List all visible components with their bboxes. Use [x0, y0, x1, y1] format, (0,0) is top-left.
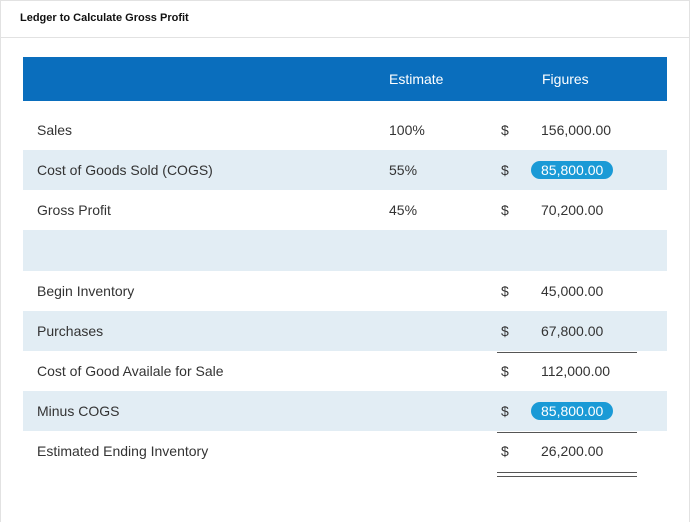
row-label: Cost of Good Availale for Sale [37, 363, 224, 379]
row-label: Purchases [37, 323, 104, 339]
underline [497, 476, 637, 477]
estimate: 45% [389, 202, 418, 218]
currency: $ [501, 403, 509, 419]
column-header: Estimate [389, 71, 444, 87]
row-label: Estimated Ending Inventory [37, 443, 209, 459]
estimate: 55% [389, 162, 418, 178]
column-header: Figures [542, 71, 589, 87]
table-row: Cost of Goods Sold (COGS) 55% $85,800.00 [23, 150, 667, 190]
currency: $ [501, 162, 509, 178]
row-label: Minus COGS [37, 403, 120, 419]
title: Ledger to Calculate Gross Profit [20, 12, 189, 24]
figure: 45,000.00 [541, 283, 604, 299]
table-header: Estimate Figures [23, 57, 667, 101]
table-row: Gross Profit 45% $70,200.00 [23, 190, 667, 230]
table-row: Estimated Ending Inventory $26,200.00 [23, 431, 667, 471]
title-bar: Ledger to Calculate Gross Profit [0, 0, 690, 38]
row-label: Begin Inventory [37, 283, 135, 299]
table-row: Purchases $67,800.00 [23, 311, 667, 351]
figure: 85,800.00 [531, 402, 614, 420]
figure: 26,200.00 [541, 443, 604, 459]
row-label: Cost of Goods Sold (COGS) [37, 162, 213, 178]
table-row: Cost of Good Availale for Sale $112,000.0… [23, 351, 667, 391]
spacer-row [23, 230, 667, 271]
currency: $ [501, 443, 509, 459]
row-label: Sales [37, 122, 73, 138]
figure: 85,800.00 [531, 161, 614, 179]
row-label: Gross Profit [37, 202, 111, 218]
figure: 70,200.00 [541, 202, 604, 218]
currency: $ [501, 122, 509, 138]
currency: $ [501, 283, 509, 299]
underline [497, 472, 637, 473]
table-row: Sales 100% $156,000.00 [23, 110, 667, 150]
figure: 112,000.00 [541, 363, 611, 379]
table-row: Begin Inventory $45,000.00 [23, 271, 667, 311]
figure: 67,800.00 [541, 323, 604, 339]
currency: $ [501, 323, 509, 339]
currency: $ [501, 363, 509, 379]
underline [497, 352, 637, 353]
underline [497, 432, 637, 433]
currency: $ [501, 202, 509, 218]
estimate: 100% [389, 122, 425, 138]
table-row: Minus COGS $85,800.00 [23, 391, 667, 431]
figure: 156,000.00 [541, 122, 612, 138]
